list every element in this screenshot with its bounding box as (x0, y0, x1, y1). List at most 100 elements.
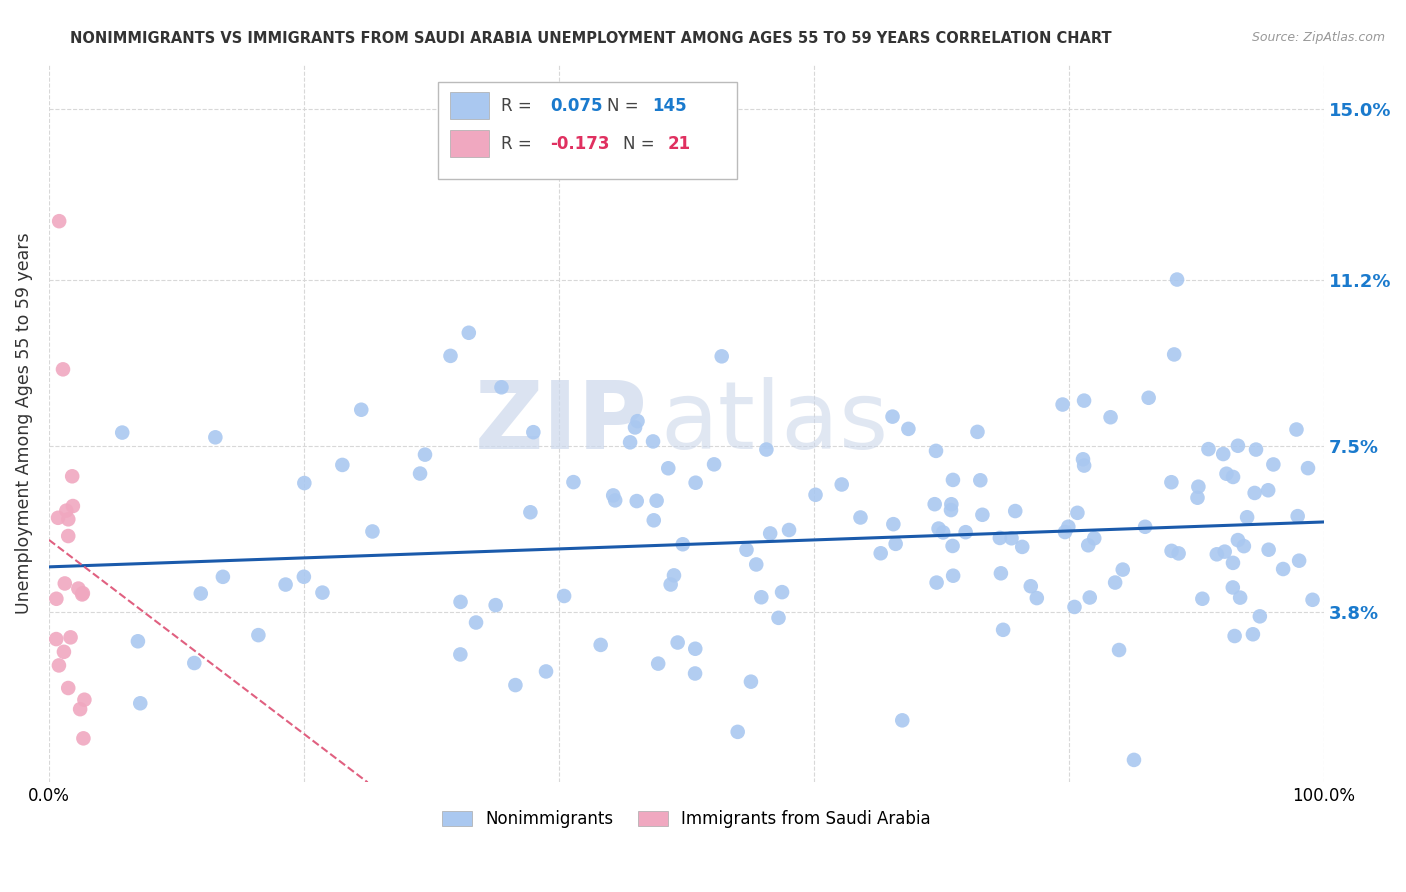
Point (928, 522, 950, 536)
Point (1073, 458, 1095, 473)
Text: NONIMMIGRANTS VS IMMIGRANTS FROM SAUDI ARABIA UNEMPLOYMENT AMONG AGES 55 TO 59 Y: NONIMMIGRANTS VS IMMIGRANTS FROM SAUDI A… (70, 31, 1111, 46)
Text: R =: R = (502, 96, 537, 115)
Point (897, 422, 920, 436)
Point (643, 513, 665, 527)
Point (72, 731, 94, 746)
Point (966, 425, 988, 439)
Point (605, 493, 627, 508)
Point (727, 724, 749, 739)
Point (52, 645, 75, 659)
Text: N =: N = (623, 135, 659, 153)
Point (988, 531, 1011, 545)
Point (735, 542, 758, 557)
Point (59, 631, 82, 645)
Point (759, 526, 782, 541)
Point (48, 658, 70, 673)
Point (624, 420, 647, 434)
FancyBboxPatch shape (450, 92, 489, 120)
Point (589, 638, 612, 652)
Point (1215, 467, 1237, 481)
Point (1205, 547, 1227, 561)
Point (62, 499, 84, 513)
Point (1236, 510, 1258, 524)
Legend: Nonimmigrants, Immigrants from Saudi Arabia: Nonimmigrants, Immigrants from Saudi Ara… (434, 804, 938, 835)
Point (1063, 599, 1085, 614)
Point (869, 546, 891, 560)
Point (311, 585, 333, 599)
Point (1212, 447, 1234, 461)
Point (703, 458, 725, 472)
Point (1243, 486, 1265, 500)
Point (1263, 458, 1285, 472)
Point (939, 503, 962, 517)
Point (1213, 544, 1236, 558)
Point (925, 443, 948, 458)
Point (768, 611, 790, 625)
Point (1285, 423, 1308, 437)
Point (884, 537, 907, 551)
Point (45, 632, 67, 646)
Point (1133, 520, 1156, 534)
Point (534, 665, 557, 679)
Point (955, 525, 977, 540)
Point (292, 570, 315, 584)
Point (710, 349, 733, 363)
Point (683, 641, 706, 656)
Point (60, 469, 83, 483)
Point (1160, 544, 1182, 558)
Point (602, 488, 624, 502)
Point (932, 525, 955, 540)
Point (1071, 452, 1094, 467)
Point (247, 628, 270, 642)
Point (1000, 531, 1022, 545)
Point (58, 681, 80, 695)
Point (1052, 398, 1074, 412)
Text: -0.173: -0.173 (550, 135, 609, 153)
Text: N =: N = (607, 96, 644, 115)
Point (755, 442, 778, 457)
Point (1222, 581, 1244, 595)
Point (52, 362, 75, 376)
Point (849, 510, 872, 524)
Point (1137, 391, 1160, 405)
Point (1286, 509, 1309, 524)
Point (1187, 480, 1209, 494)
Point (45, 591, 67, 606)
Point (941, 497, 963, 511)
Point (48, 214, 70, 228)
Point (740, 674, 762, 689)
Point (924, 497, 946, 511)
Point (1011, 540, 1033, 554)
Point (1249, 609, 1271, 624)
Point (1302, 592, 1324, 607)
Point (204, 430, 226, 444)
Point (46, 510, 69, 524)
Point (1112, 563, 1135, 577)
Point (804, 488, 827, 502)
Point (190, 586, 212, 600)
Point (645, 493, 668, 508)
Point (67, 582, 90, 596)
FancyBboxPatch shape (437, 82, 737, 179)
Point (58, 512, 80, 526)
Point (1226, 439, 1249, 453)
Text: 145: 145 (652, 96, 686, 115)
Point (127, 634, 149, 648)
Point (1223, 629, 1246, 643)
Point (626, 494, 648, 508)
FancyBboxPatch shape (450, 130, 489, 157)
Point (1073, 393, 1095, 408)
Point (111, 425, 134, 440)
Point (292, 476, 315, 491)
Point (1166, 272, 1188, 286)
Point (1187, 491, 1209, 505)
Point (990, 566, 1012, 581)
Point (55, 503, 77, 517)
Point (1222, 556, 1244, 570)
Point (745, 558, 768, 572)
Point (925, 575, 948, 590)
Point (972, 508, 994, 522)
Text: Source: ZipAtlas.com: Source: ZipAtlas.com (1251, 31, 1385, 45)
Point (522, 425, 544, 440)
Point (683, 666, 706, 681)
